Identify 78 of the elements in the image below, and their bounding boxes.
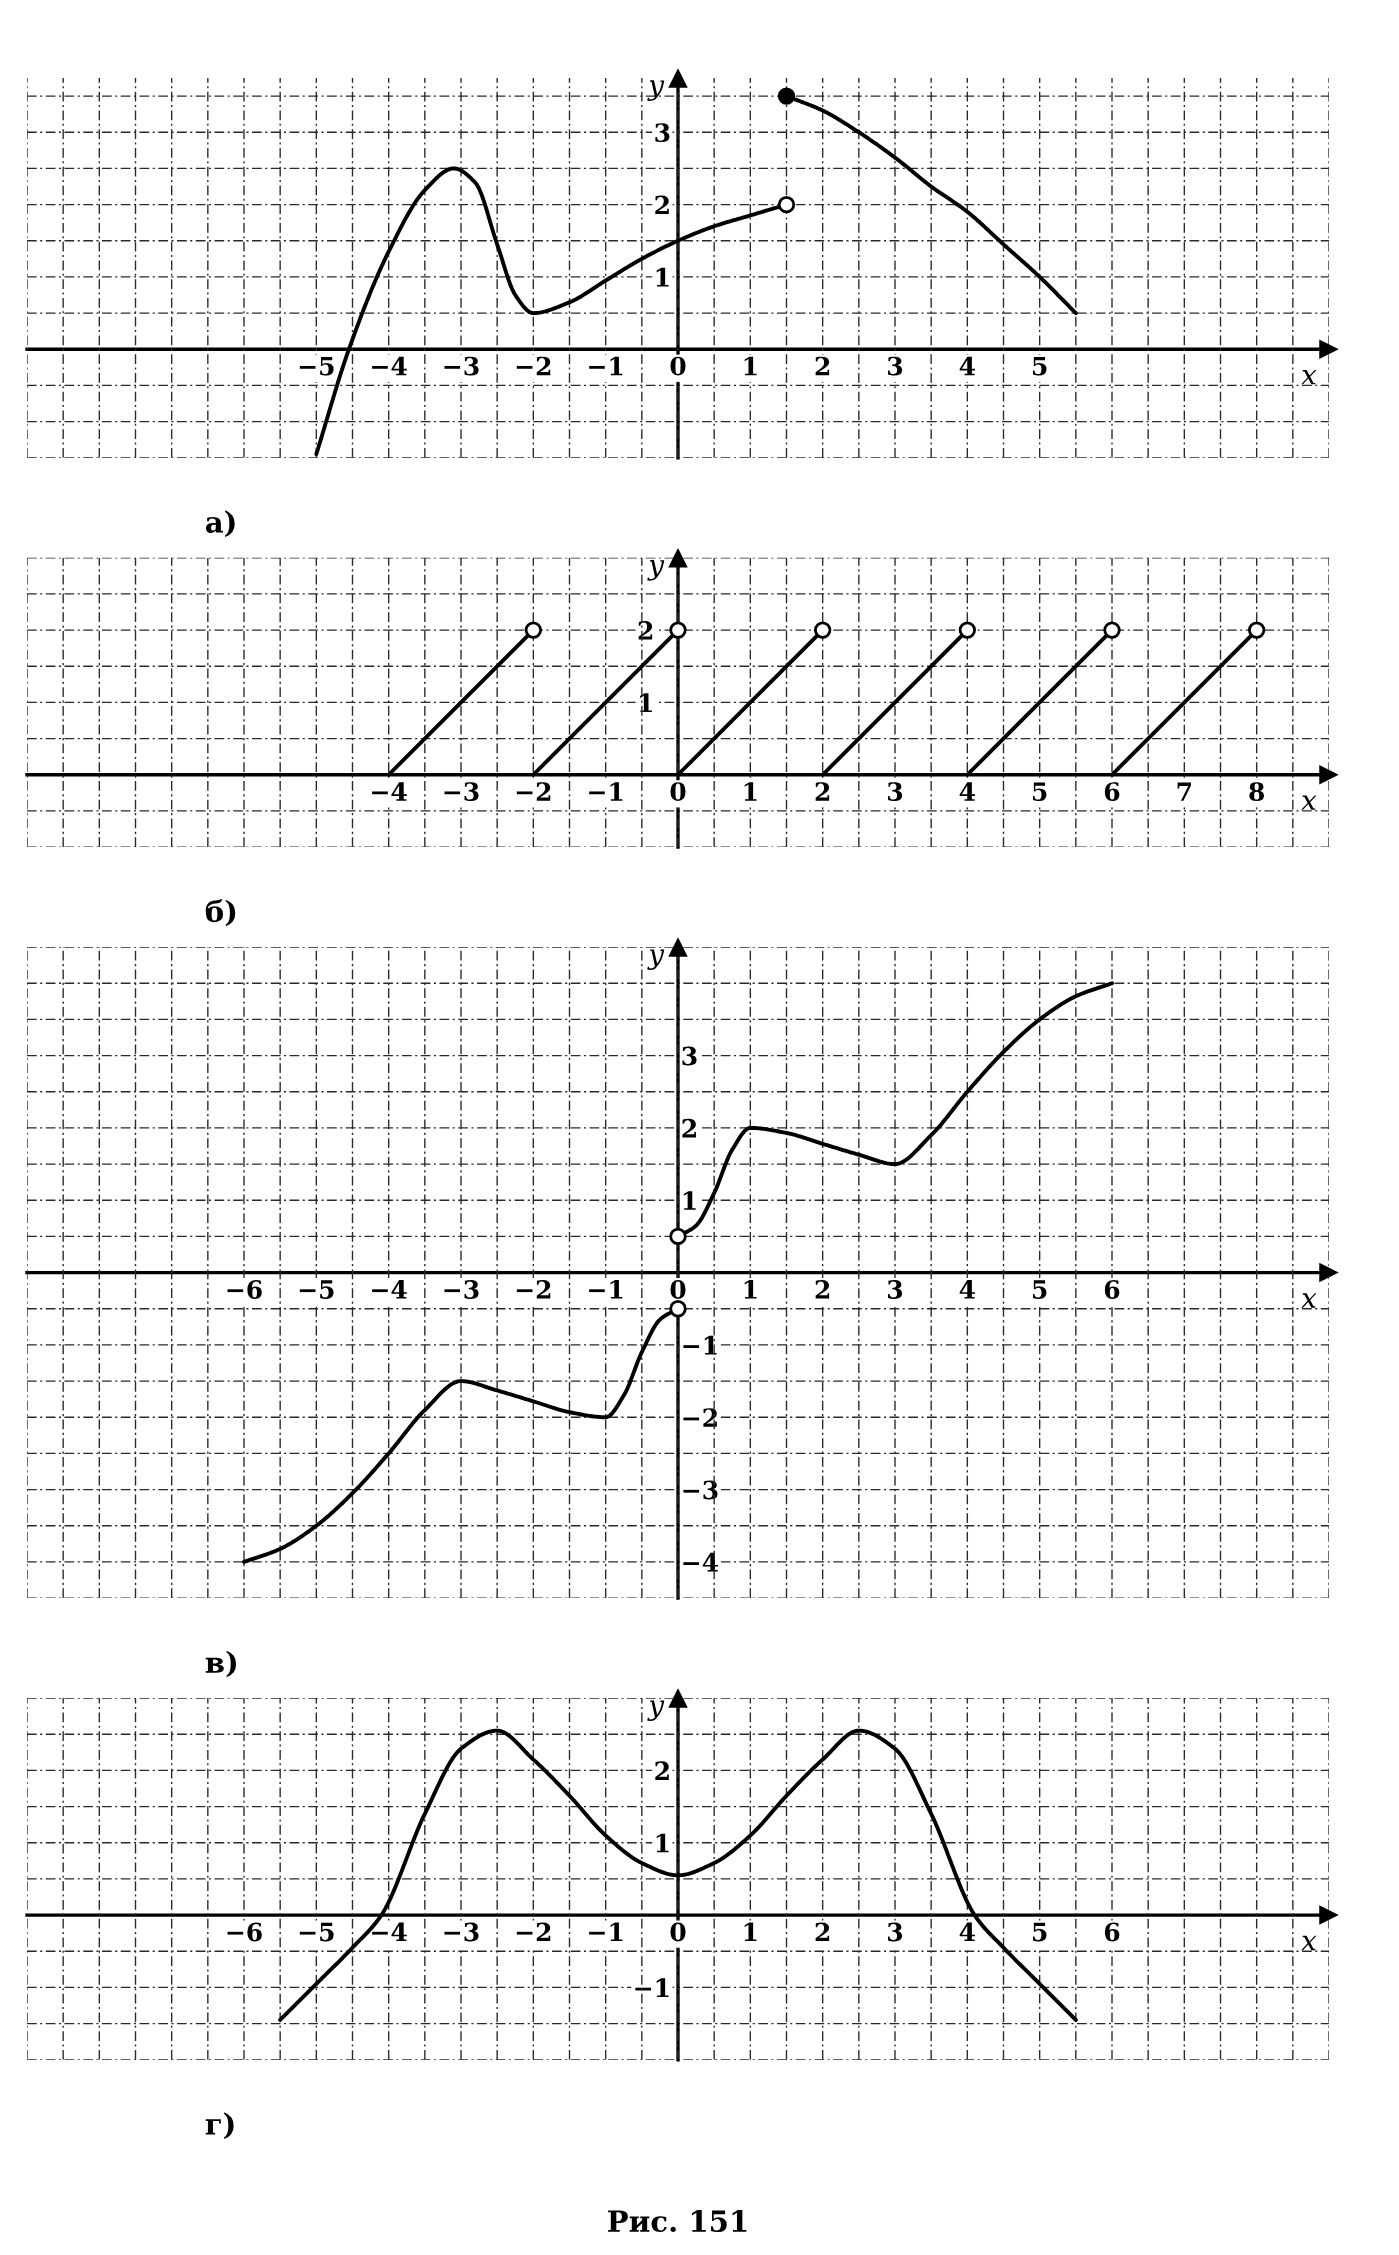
- x-tick-label: 4: [959, 782, 976, 801]
- x-tick-label: −1: [589, 1922, 623, 1942]
- x-tick-label: 1: [744, 1279, 757, 1299]
- x-tick-label: 5: [1033, 356, 1047, 376]
- y-tick-label: −3: [683, 1480, 718, 1500]
- x-tick-label: 5: [1033, 782, 1047, 802]
- x-tick-label: 1: [744, 356, 757, 376]
- y-tick-label: −2: [683, 1408, 717, 1427]
- y-tick-label: 2: [655, 1761, 669, 1780]
- x-tick-label: 6: [1104, 1922, 1120, 1942]
- x-tick-label: 0: [670, 782, 686, 802]
- y-axis-title: y: [647, 949, 665, 970]
- y-tick-label: −4: [683, 1552, 719, 1572]
- x-tick-label: 4: [959, 356, 976, 376]
- x-tick-label: −2: [516, 1922, 551, 1942]
- x-axis-title: x: [1301, 1293, 1317, 1308]
- x-tick-label: −2: [516, 1279, 551, 1299]
- x-tick-label: 0: [670, 1279, 686, 1299]
- x-tick-label: −6: [227, 1922, 262, 1942]
- y-tick-label: 3: [655, 123, 670, 143]
- x-tick-label: 3: [888, 1279, 903, 1299]
- y-axis-title: y: [647, 80, 665, 101]
- text: б): [205, 899, 236, 927]
- x-tick-label: −6: [227, 1279, 262, 1299]
- y-tick-label: 2: [638, 621, 653, 640]
- y-axis-title: y: [647, 560, 665, 581]
- x-tick-label: 3: [888, 356, 903, 376]
- x-tick-label: −3: [444, 782, 479, 802]
- x-tick-label: 6: [1104, 1279, 1120, 1299]
- x-tick-label: −1: [589, 782, 623, 801]
- x-tick-label: 7: [1177, 782, 1191, 801]
- x-tick-label: −3: [444, 356, 479, 376]
- y-tick-label: −1: [635, 1978, 669, 1997]
- x-tick-label: 2: [815, 1922, 830, 1942]
- y-tick-label: 3: [682, 1046, 697, 1066]
- x-tick-label: 3: [888, 1922, 903, 1942]
- x-tick-label: −1: [589, 356, 623, 376]
- x-tick-label: −4: [372, 1922, 407, 1942]
- x-tick-label: −4: [372, 356, 407, 376]
- x-tick-label: 6: [1104, 782, 1120, 802]
- x-tick-label: −3: [444, 1279, 479, 1299]
- x-tick-label: −4: [372, 1279, 407, 1299]
- x-tick-label: 4: [959, 1279, 976, 1299]
- x-tick-label: 8: [1249, 782, 1265, 802]
- y-tick-label: 1: [683, 1191, 696, 1210]
- y-axis-title: y: [647, 1700, 665, 1721]
- x-tick-label: 4: [959, 1922, 976, 1942]
- x-tick-label: 2: [815, 1279, 830, 1299]
- x-tick-label: −5: [299, 1280, 334, 1299]
- x-tick-label: 0: [670, 356, 686, 376]
- y-tick-label: 1: [640, 693, 652, 712]
- x-tick-label: −5: [299, 356, 334, 376]
- x-tick-label: 5: [1033, 1280, 1047, 1299]
- x-tick-label: 1: [744, 1922, 757, 1942]
- x-tick-label: 2: [815, 782, 830, 801]
- text: в): [205, 1650, 237, 1678]
- x-axis-title: x: [1301, 369, 1317, 385]
- x-tick-label: 1: [744, 782, 757, 801]
- x-tick-label: −1: [589, 1279, 623, 1299]
- x-tick-label: 2: [815, 356, 830, 376]
- y-tick-label: 1: [656, 267, 669, 287]
- text: Рис. 151: [608, 2210, 747, 2233]
- x-tick-label: −4: [372, 782, 407, 801]
- x-axis-title: x: [1301, 795, 1317, 810]
- x-tick-label: −5: [299, 1922, 334, 1942]
- x-tick-label: −2: [516, 782, 551, 801]
- x-tick-label: 0: [670, 1922, 686, 1942]
- y-tick-label: 2: [682, 1118, 696, 1138]
- x-tick-label: −2: [516, 356, 551, 376]
- x-axis-title: x: [1301, 1935, 1317, 1951]
- y-tick-label: 1: [656, 1833, 669, 1853]
- text: а): [205, 510, 235, 538]
- x-tick-label: −3: [444, 1922, 479, 1942]
- x-tick-label: 5: [1033, 1922, 1047, 1942]
- y-tick-label: −1: [683, 1335, 717, 1355]
- x-tick-label: 3: [888, 782, 903, 802]
- text: г): [205, 2112, 234, 2140]
- y-tick-label: 2: [655, 195, 669, 215]
